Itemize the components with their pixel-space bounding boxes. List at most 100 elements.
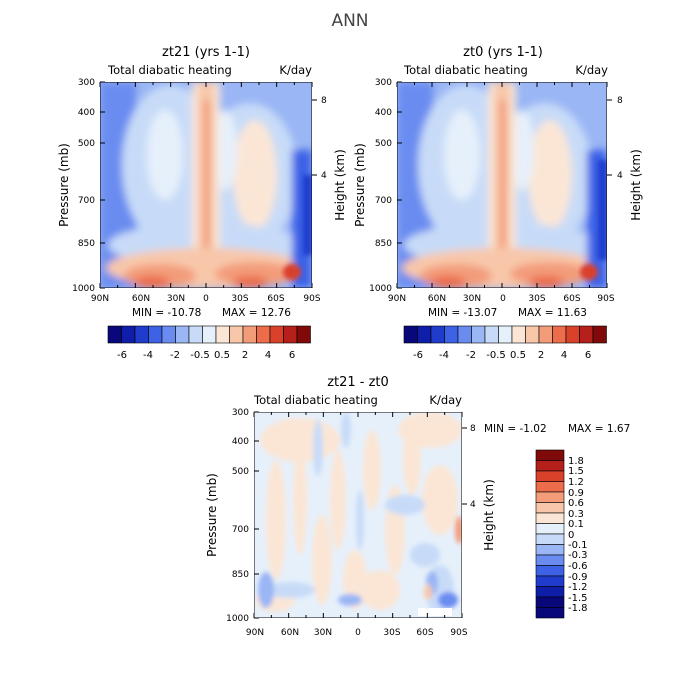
colorbar-label: -2 <box>466 350 476 361</box>
colorbar-swatch <box>535 533 565 545</box>
colorbar-swatch <box>535 575 565 587</box>
colorbar-swatch <box>535 565 565 577</box>
panel-subtitle-right: K/day <box>575 63 608 77</box>
colorbar <box>403 325 607 344</box>
max-label: MAX = 12.76 <box>222 307 291 319</box>
figure-title: ANN <box>331 11 368 31</box>
colorbar-label: 0.9 <box>568 488 584 499</box>
max-label: MAX = 11.63 <box>518 307 587 319</box>
panel-subtitle-right: K/day <box>429 393 462 407</box>
colorbar-swatch <box>161 325 176 344</box>
y-tick: 500 <box>78 139 95 149</box>
colorbar-swatch <box>535 586 565 598</box>
colorbar-label: -2 <box>170 350 180 361</box>
x-tick: 60S <box>416 628 433 638</box>
colorbar-swatch <box>269 325 284 344</box>
x-tick: 60N <box>281 628 299 638</box>
x-tick: 30S <box>231 294 248 304</box>
panel-title: zt21 - zt0 <box>327 375 389 390</box>
colorbar-swatch <box>444 325 459 344</box>
y-right-tick: 4 <box>470 500 476 510</box>
colorbar-label: -0.9 <box>568 572 588 583</box>
y-tick: 1000 <box>72 284 95 294</box>
colorbar-swatch <box>535 491 565 503</box>
y-tick: 850 <box>375 239 392 249</box>
colorbar-label: 1.2 <box>568 477 584 488</box>
y-axis-label: Pressure (mb) <box>205 473 219 557</box>
colorbar-swatch <box>535 554 565 566</box>
colorbar-swatch <box>538 325 553 344</box>
colorbar-swatch <box>457 325 472 344</box>
colorbar-swatch <box>498 325 513 344</box>
x-tick: 60N <box>428 294 446 304</box>
colorbar-label: 0.3 <box>568 509 584 520</box>
x-tick: 60N <box>132 294 150 304</box>
y-tick: 300 <box>232 408 249 418</box>
colorbar-swatch <box>134 325 149 344</box>
colorbar-swatch <box>511 325 526 344</box>
y-right-tick: 8 <box>470 424 476 434</box>
y-tick: 850 <box>78 239 95 249</box>
colorbar <box>107 325 311 344</box>
colorbar-label: -6 <box>117 350 127 361</box>
panel-title: zt21 (yrs 1-1) <box>162 45 250 60</box>
colorbar-label: -0.5 <box>190 350 210 361</box>
x-tick: 60S <box>563 294 580 304</box>
x-tick: 30S <box>528 294 545 304</box>
x-tick: 0 <box>203 294 209 304</box>
panel-subtitle-left: Total diabatic heating <box>253 393 378 407</box>
y-right-axis-label: Height (km) <box>629 149 643 220</box>
heatmap-field <box>254 412 462 618</box>
y-tick: 300 <box>375 78 392 88</box>
x-tick: 0 <box>355 628 361 638</box>
colorbar-label: -0.3 <box>568 550 588 561</box>
colorbar-label: 4 <box>561 350 567 361</box>
colorbar-label: 0.5 <box>214 350 230 361</box>
colorbar-swatch <box>188 325 203 344</box>
colorbar-swatch <box>535 460 565 472</box>
colorbar-swatch <box>256 325 271 344</box>
colorbar-swatch <box>525 325 540 344</box>
y-tick: 500 <box>232 467 249 477</box>
panel-zt21: zt21 (yrs 1-1) Total diabatic heating K/… <box>57 45 347 361</box>
colorbar-swatch <box>535 607 565 619</box>
y-tick: 1000 <box>369 284 392 294</box>
panel-subtitle-left: Total diabatic heating <box>107 63 232 77</box>
x-tick: 60S <box>267 294 284 304</box>
y-right-tick: 8 <box>321 96 327 106</box>
y-axis-label: Pressure (mb) <box>353 143 367 227</box>
colorbar-swatch <box>535 596 565 608</box>
y-axis-label: Pressure (mb) <box>57 143 71 227</box>
y-right-tick: 4 <box>321 171 327 181</box>
panel-difference: zt21 - zt0 Total diabatic heating K/day <box>205 375 630 638</box>
colorbar-swatch <box>535 449 565 461</box>
colorbar-swatch <box>535 523 565 535</box>
colorbar-label: -0.5 <box>486 350 506 361</box>
y-tick: 400 <box>375 108 392 118</box>
x-tick: 90S <box>303 294 320 304</box>
x-tick: 30N <box>167 294 185 304</box>
colorbar-swatch <box>229 325 244 344</box>
x-tick: 0 <box>500 294 506 304</box>
y-tick: 700 <box>232 525 249 535</box>
colorbar-label: -6 <box>413 350 423 361</box>
min-label: MIN = -13.07 <box>428 307 497 319</box>
colorbar-swatch <box>484 325 499 344</box>
colorbar-swatch <box>175 325 190 344</box>
y-tick: 300 <box>78 78 95 88</box>
min-label: MIN = -10.78 <box>132 307 201 319</box>
x-tick: 90N <box>91 294 109 304</box>
y-right-axis-label: Height (km) <box>482 479 496 550</box>
colorbar-label: 0.6 <box>568 498 584 509</box>
colorbar-swatch <box>296 325 311 344</box>
y-tick: 1000 <box>226 614 249 624</box>
x-tick: 90S <box>597 294 614 304</box>
colorbar <box>535 449 565 619</box>
colorbar-swatch <box>148 325 163 344</box>
x-tick: 30S <box>383 628 400 638</box>
colorbar-label: -0.6 <box>568 561 588 572</box>
colorbar-swatch <box>552 325 567 344</box>
y-tick: 400 <box>78 108 95 118</box>
colorbar-swatch <box>592 325 607 344</box>
